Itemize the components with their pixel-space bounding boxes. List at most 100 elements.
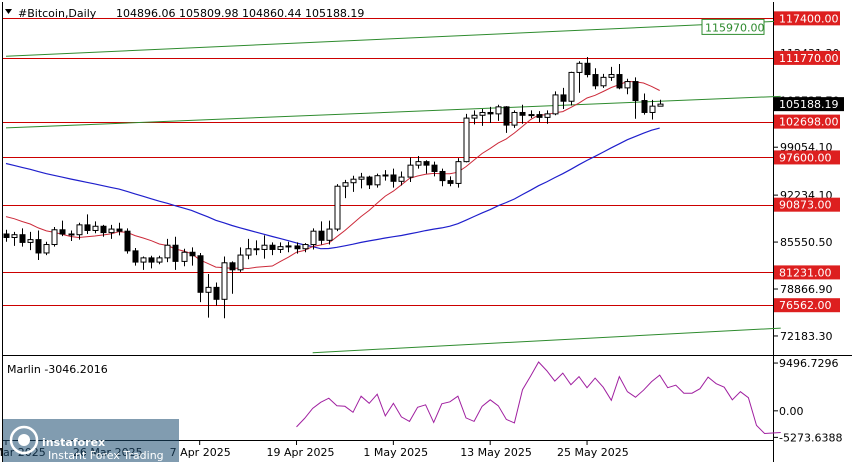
candle-body (455, 161, 462, 184)
candle-body (398, 176, 405, 182)
candle (608, 66, 615, 81)
candle (318, 221, 325, 245)
candle (189, 247, 196, 266)
candle (479, 108, 486, 126)
candle-body (294, 245, 301, 250)
candle (205, 274, 212, 318)
level-label-bg (774, 197, 840, 212)
candle-body (608, 74, 615, 78)
candle-body (132, 250, 139, 263)
candle (68, 230, 75, 242)
candle (382, 170, 389, 181)
marlin-pane: 9496.7296 0.00 -5273.6388 (296, 357, 842, 444)
level-label-bg (774, 50, 840, 65)
logo-tagline: Instant Forex Trading (48, 449, 164, 462)
candle-body (536, 114, 543, 118)
candle (447, 176, 454, 187)
candle (398, 171, 405, 186)
candle (519, 104, 526, 124)
candle-body (43, 244, 50, 254)
candle (140, 256, 147, 270)
candle-body (447, 180, 454, 184)
candle-body (100, 225, 107, 234)
candle (35, 230, 42, 260)
candle-body (528, 114, 535, 117)
candle-body (439, 170, 446, 182)
candle-body (350, 178, 357, 184)
candle (51, 226, 58, 247)
candle (366, 175, 373, 190)
candle-body (76, 224, 83, 236)
time-tick-label: 13 May 2025 (460, 446, 532, 459)
candle (285, 241, 292, 253)
candle-body (342, 182, 349, 187)
candle-body (148, 257, 155, 263)
marlin-line (296, 361, 781, 435)
candle (528, 110, 535, 119)
candle (156, 255, 163, 265)
fast-moving-average (5, 80, 660, 270)
candle (100, 224, 107, 237)
current-price-bg (774, 97, 844, 112)
candle (390, 168, 397, 188)
candle-body (576, 62, 583, 73)
candle-body (164, 244, 171, 259)
candle (503, 106, 510, 133)
candle-body (285, 245, 292, 248)
candle-body (221, 262, 228, 300)
candle (641, 93, 648, 115)
candle-body (197, 255, 204, 293)
candle-body (649, 105, 656, 113)
candle (536, 111, 543, 123)
marlin-title: Marlin -3046.2016 (7, 363, 108, 376)
candle (471, 110, 478, 125)
candle-body (584, 62, 591, 76)
candle-body (92, 225, 99, 231)
candle-body (245, 248, 252, 256)
candle-body (511, 111, 518, 126)
candle (632, 77, 639, 119)
dropdown-triangle-icon[interactable] (5, 9, 12, 14)
candle-body (140, 257, 147, 263)
candle-body (108, 228, 115, 234)
candle (181, 248, 188, 267)
candle-body (318, 230, 325, 241)
candle (495, 104, 502, 121)
level-label-bg (774, 150, 840, 165)
logo-brand: instaforex (42, 436, 105, 449)
candle (164, 238, 171, 263)
candle (76, 222, 83, 240)
candle-body (657, 103, 664, 107)
candle-body (116, 228, 123, 232)
candle (229, 261, 236, 294)
candle (657, 99, 664, 107)
candle (463, 113, 470, 163)
channel-target-box (701, 18, 765, 35)
candle (237, 247, 244, 272)
level-label: 117400.00 (779, 12, 839, 25)
candle-body (616, 74, 623, 89)
symbol-label: #Bitcoin,Daily (18, 7, 97, 20)
candle (269, 242, 276, 256)
level-label-bg (774, 114, 840, 129)
candle (116, 222, 123, 236)
candle (592, 68, 599, 90)
candle-body (503, 106, 510, 126)
candle (568, 71, 575, 106)
candle-body (568, 71, 575, 102)
candle-body (632, 81, 639, 102)
candle-body (51, 229, 58, 246)
candle (43, 241, 50, 256)
candle (415, 156, 422, 169)
candle (3, 229, 10, 242)
candle-body (302, 244, 309, 250)
candle-body (189, 251, 196, 257)
channel-line (5, 95, 781, 129)
candle (326, 220, 333, 245)
candle (560, 87, 567, 109)
marlin-tick-label: -5273.6388 (779, 431, 842, 444)
candle-body (84, 224, 91, 231)
candle-body (181, 251, 188, 262)
time-tick-label: 25 May 2025 (557, 446, 629, 459)
